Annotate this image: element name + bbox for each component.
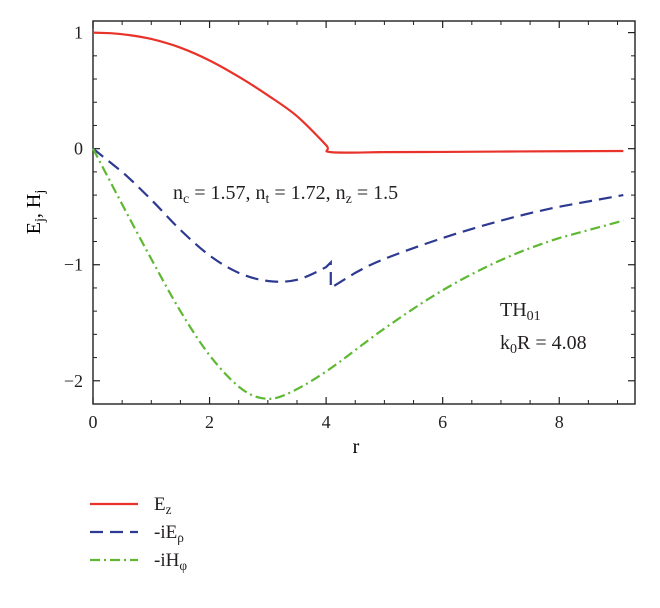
y-tick-label: −1 [64, 255, 83, 275]
plot-curves [92, 31, 624, 400]
y-axis-label: Ej, Hj [23, 190, 48, 234]
plot-frame [92, 20, 636, 405]
axis-ticks: 0 2 4 6 810−1−2 [64, 21, 635, 432]
x-tick-label: 8 [555, 412, 564, 432]
series-line-2 [92, 148, 624, 400]
legend-swatch-ez [90, 502, 138, 506]
x-tick-label: 4 [322, 412, 331, 432]
parameter-annotation: nc = 1.57, nt = 1.72, nz = 1.5 [173, 182, 399, 208]
x-tick-label: 6 [438, 412, 447, 432]
legend-label-erho: -iEρ [154, 522, 184, 545]
x-axis-label: r [353, 436, 360, 458]
legend-swatch-erho [90, 530, 138, 534]
legend-label-hphi: -iHφ [154, 550, 188, 573]
series-line-1 [92, 147, 624, 290]
y-tick-label: −2 [64, 371, 83, 391]
k0r-annotation: k0R = 4.08 [500, 332, 587, 358]
series-line-0 [92, 31, 624, 154]
chart: 0 2 4 6 810−1−2 r Ej, Hj [23, 20, 636, 458]
x-tick-label: 0 [89, 412, 98, 432]
y-tick-label: 0 [74, 139, 83, 159]
legend-label-ez: Ez [154, 494, 172, 517]
y-tick-label: 1 [74, 23, 83, 43]
mode-annotation: TH01 [500, 299, 541, 325]
legend-swatch-hphi [90, 558, 138, 562]
x-tick-label: 2 [205, 412, 214, 432]
